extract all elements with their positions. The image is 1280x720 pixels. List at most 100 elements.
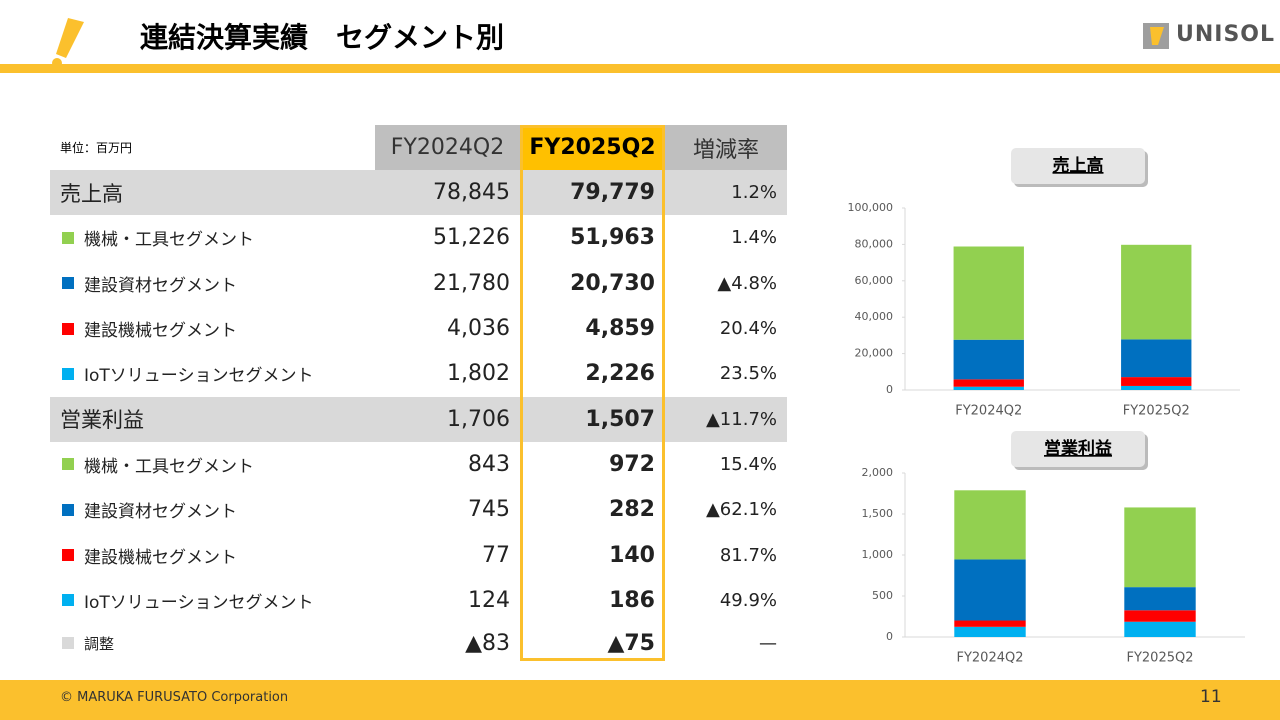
y-tick-label: 2,000 bbox=[862, 466, 894, 479]
chart-title: 売上高 bbox=[1053, 155, 1104, 176]
y-tick-label: 500 bbox=[872, 589, 893, 602]
column-header: FY2025Q2 bbox=[520, 125, 665, 170]
bar-segment bbox=[1121, 339, 1192, 378]
cell-value: 2,226 bbox=[585, 361, 655, 387]
cell-value: ▲83 bbox=[465, 630, 510, 656]
column-header: FY2024Q2 bbox=[375, 125, 520, 170]
bar-segment bbox=[953, 246, 1024, 340]
cell-value: 51,963 bbox=[570, 225, 655, 251]
bar-segment bbox=[953, 379, 1024, 387]
highlight-column bbox=[520, 125, 665, 661]
page-number: 11 bbox=[1200, 687, 1222, 707]
cell-value: 4,036 bbox=[447, 316, 510, 342]
chart-title-box bbox=[1011, 431, 1145, 467]
cell-value: 23.5% bbox=[719, 363, 777, 385]
cell-value: 78,845 bbox=[433, 180, 510, 206]
bar-segment bbox=[1124, 610, 1196, 622]
row-label: 建設資材セグメント bbox=[84, 502, 237, 523]
bar-segment bbox=[1121, 244, 1192, 340]
bar-segment bbox=[1124, 621, 1196, 637]
cell-value: 745 bbox=[468, 497, 510, 523]
row-label: 建設資材セグメント bbox=[84, 275, 237, 296]
cell-value: ▲75 bbox=[607, 630, 655, 656]
cell-value: — bbox=[759, 632, 777, 654]
cell-value: 1.2% bbox=[731, 182, 777, 204]
y-tick-label: 40,000 bbox=[855, 310, 894, 323]
row-marker bbox=[62, 277, 74, 290]
row-label: 機械・工具セグメント bbox=[84, 456, 254, 477]
y-tick-label: 20,000 bbox=[855, 347, 894, 360]
cell-value: ▲62.1% bbox=[705, 499, 777, 521]
row-marker bbox=[62, 367, 74, 380]
row-label: 調整 bbox=[84, 634, 115, 653]
cell-value: 282 bbox=[609, 497, 655, 523]
bar-segment bbox=[953, 386, 1024, 390]
cell-value: 77 bbox=[482, 542, 510, 568]
y-tick-label: 0 bbox=[886, 630, 893, 643]
cell-value: 124 bbox=[468, 587, 510, 613]
bar-segment bbox=[954, 620, 1026, 627]
row-label: 営業利益 bbox=[60, 408, 144, 433]
header-bar bbox=[0, 64, 1280, 73]
cell-value: 1,507 bbox=[585, 406, 655, 432]
row-marker bbox=[62, 549, 74, 562]
bar-segment bbox=[1124, 587, 1196, 611]
row-label: 売上高 bbox=[60, 181, 123, 206]
chart-title: 営業利益 bbox=[1044, 438, 1112, 459]
x-tick-label: FY2024Q2 bbox=[955, 404, 1022, 419]
y-tick-label: 1,000 bbox=[862, 548, 894, 561]
unit-label: 単位：百万円 bbox=[60, 141, 133, 155]
row-label: IoTソリューションセグメント bbox=[84, 592, 314, 613]
cell-value: 186 bbox=[609, 587, 655, 613]
title: 連結決算実績 セグメント別 bbox=[140, 21, 505, 54]
y-tick-label: 60,000 bbox=[855, 274, 894, 287]
row-marker bbox=[62, 637, 74, 649]
footer-bar bbox=[0, 680, 1280, 720]
cell-value: 1,802 bbox=[447, 361, 510, 387]
row-label: 機械・工具セグメント bbox=[84, 230, 254, 251]
row-marker bbox=[62, 322, 74, 335]
copyright: © MARUKA FURUSATO Corporation bbox=[60, 690, 289, 705]
row-label: IoTソリューションセグメント bbox=[84, 366, 314, 387]
row-marker bbox=[62, 458, 74, 471]
y-tick-label: 80,000 bbox=[855, 237, 894, 250]
cell-value: ▲4.8% bbox=[717, 272, 777, 294]
y-tick-label: 100,000 bbox=[848, 201, 894, 214]
pencil-icon bbox=[52, 18, 84, 68]
row-label: 建設機械セグメント bbox=[84, 547, 237, 568]
chart-title-box bbox=[1011, 148, 1145, 184]
cell-value: 4,859 bbox=[585, 316, 655, 342]
bar-segment bbox=[954, 490, 1026, 560]
bar-segment bbox=[1121, 385, 1192, 390]
cell-value: 1,706 bbox=[447, 406, 510, 432]
cell-value: 79,779 bbox=[570, 180, 655, 206]
cell-value: 140 bbox=[609, 542, 655, 568]
row-label: 建設機械セグメント bbox=[84, 321, 237, 342]
logo-text: UNISOL bbox=[1176, 22, 1276, 47]
cell-value: 972 bbox=[609, 451, 655, 477]
bar-segment bbox=[1124, 507, 1196, 588]
cell-value: 843 bbox=[468, 451, 510, 477]
cell-value: 1.4% bbox=[731, 227, 777, 249]
x-tick-label: FY2024Q2 bbox=[956, 651, 1023, 666]
cell-value: 20.4% bbox=[719, 318, 777, 340]
bar-segment bbox=[954, 626, 1026, 637]
logo-icon bbox=[1143, 23, 1169, 49]
row-marker bbox=[62, 594, 74, 607]
x-tick-label: FY2025Q2 bbox=[1123, 404, 1190, 419]
cell-value: 15.4% bbox=[719, 453, 777, 475]
cell-value: 21,780 bbox=[433, 270, 510, 296]
bar-segment bbox=[954, 559, 1026, 621]
y-tick-label: 1,500 bbox=[862, 507, 894, 520]
cell-value: 20,730 bbox=[570, 270, 655, 296]
x-tick-label: FY2025Q2 bbox=[1126, 651, 1193, 666]
cell-value: 81.7% bbox=[719, 544, 777, 566]
row-marker bbox=[62, 503, 74, 516]
bar-segment bbox=[953, 339, 1024, 380]
bar-segment bbox=[1121, 377, 1192, 386]
cell-value: 49.9% bbox=[719, 589, 777, 611]
cell-value: ▲11.7% bbox=[705, 408, 777, 430]
